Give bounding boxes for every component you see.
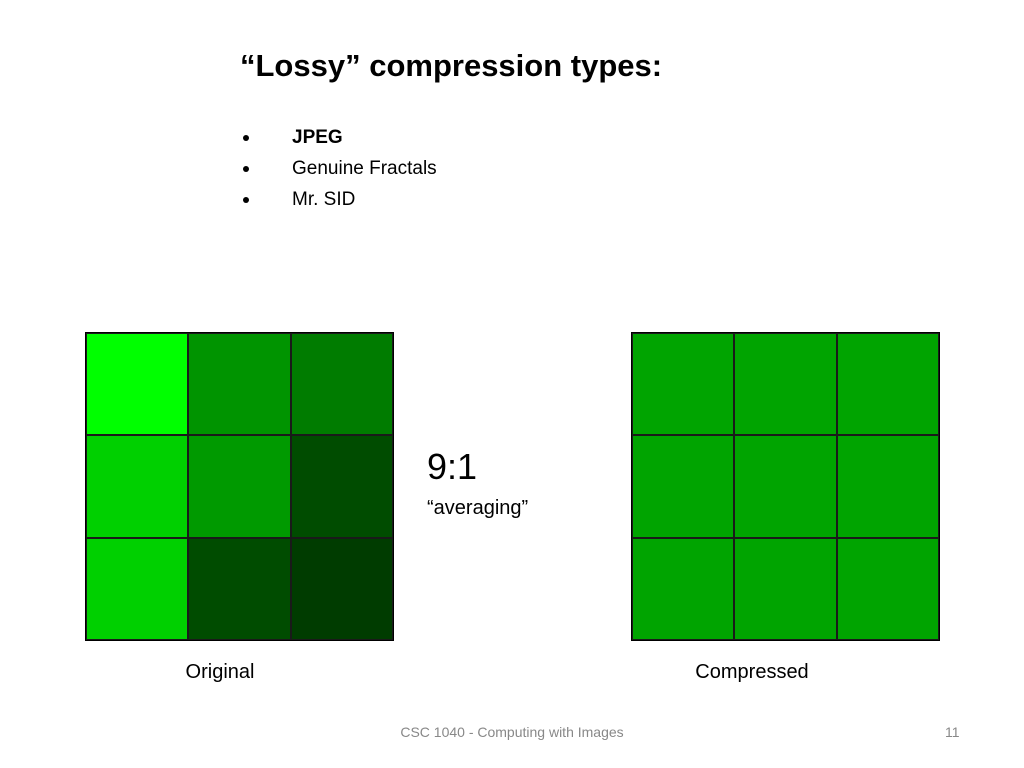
- pixel: [632, 435, 735, 538]
- pixel: [734, 435, 837, 538]
- pixel: [86, 435, 189, 538]
- bullet-item: JPEG: [243, 124, 437, 155]
- pixel: [836, 435, 939, 538]
- pixel: [188, 537, 291, 640]
- pixel: [632, 333, 735, 436]
- pixel: [734, 537, 837, 640]
- bullet-list: JPEG Genuine Fractals Mr. SID: [243, 124, 437, 217]
- ratio: 9:1: [427, 446, 478, 487]
- pixel: [290, 435, 393, 538]
- bullet-item: Mr. SID: [243, 186, 437, 217]
- original-grid: [85, 332, 394, 641]
- pixel: [86, 333, 189, 436]
- compressed-grid: [631, 332, 940, 641]
- pixel: [734, 333, 837, 436]
- pixel: [290, 537, 393, 640]
- compressed-caption: Compressed: [695, 661, 809, 683]
- ratio-note: “averaging”: [427, 497, 529, 519]
- slide-title: “Lossy” compression types:: [240, 48, 663, 83]
- bullet-item: Genuine Fractals: [243, 155, 437, 186]
- pixel: [836, 333, 939, 436]
- original-caption: Original: [185, 661, 255, 683]
- pixel: [632, 537, 735, 640]
- pixel: [290, 333, 393, 436]
- pixel: [86, 537, 189, 640]
- page-number: 11: [945, 724, 960, 740]
- pixel: [188, 333, 291, 436]
- footer: CSC 1040 - Computing with Images: [400, 724, 624, 740]
- pixel: [188, 435, 291, 538]
- pixel: [836, 537, 939, 640]
